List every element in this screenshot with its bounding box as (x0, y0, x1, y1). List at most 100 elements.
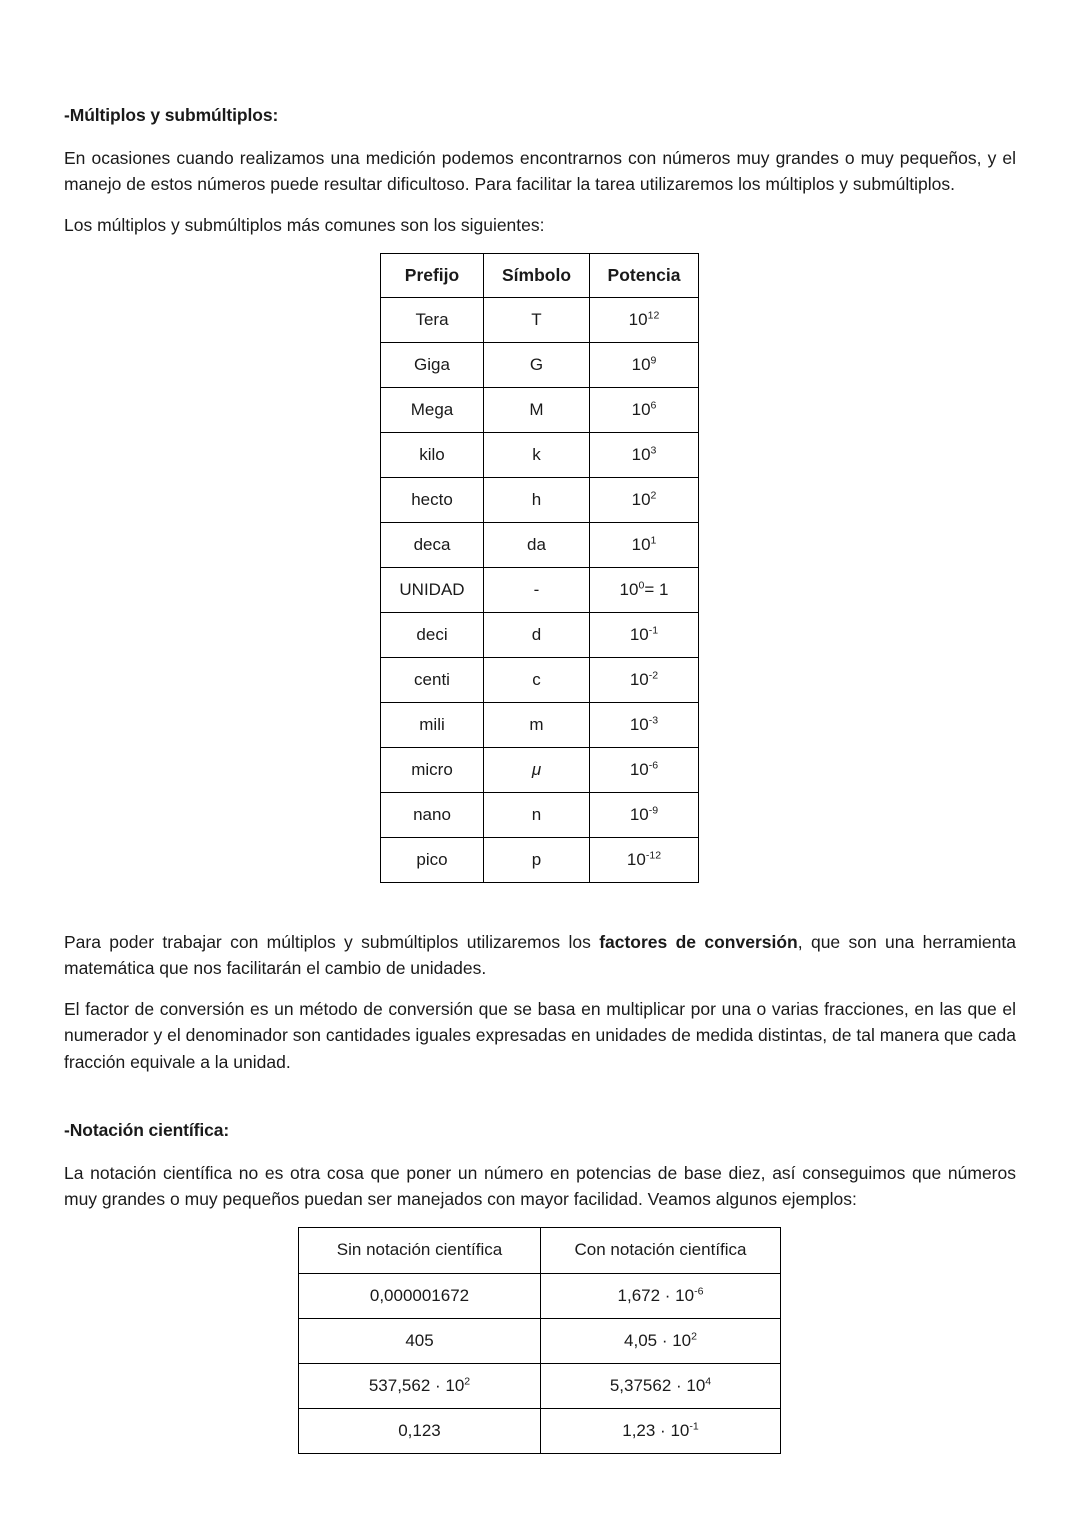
cell-con-notacion: 4,05 · 102 (540, 1317, 781, 1364)
power-exponent: -3 (648, 714, 659, 726)
table-row: kilo k 103 (380, 431, 699, 478)
cell-potencia: 100= 1 (589, 566, 699, 613)
cell-potencia: 10-9 (589, 791, 699, 838)
column-header-potencia: Potencia (589, 252, 699, 298)
value-base: 0,123 (398, 1420, 441, 1440)
cell-prefijo: deca (380, 521, 484, 568)
prefix-table-head: Prefijo Símbolo Potencia (380, 252, 699, 298)
power-exponent: 2 (650, 489, 657, 501)
column-header-sin-notacion: Sin notación científica (298, 1226, 541, 1274)
cell-simbolo: - (483, 566, 590, 613)
cell-simbolo: d (483, 611, 590, 658)
power-exponent: 9 (650, 354, 657, 366)
paragraph-factores-bold: factores de conversión (599, 931, 798, 952)
cell-prefijo: nano (380, 791, 484, 838)
cell-prefijo: micro (380, 746, 484, 793)
power-base: 10 (628, 309, 648, 329)
power-base: 10 (629, 624, 649, 644)
spacer-before-notacion (64, 1090, 1016, 1120)
cell-potencia: 103 (589, 431, 699, 478)
column-header-simbolo: Símbolo (483, 252, 590, 298)
power-base: 10 (619, 579, 639, 599)
prefix-table: Prefijo Símbolo Potencia Tera T 1012 Giga G 1… (380, 252, 699, 883)
paragraph-notacion-cientifica: La notación científica no es otra cosa q… (64, 1162, 1016, 1210)
power-base: 10 (629, 669, 649, 689)
table-row: centi c 10-2 (380, 656, 699, 703)
micro-symbol: μ (531, 759, 542, 779)
cell-simbolo: μ (483, 746, 590, 793)
heading-notacion-cientifica: -Notación científica: (64, 1119, 230, 1140)
value-mantissa: 4,05 · 10 (624, 1330, 692, 1350)
power-exponent: 12 (647, 309, 660, 321)
table-row: Tera T 1012 (380, 296, 699, 343)
value-exponent: -1 (689, 1420, 699, 1433)
cell-simbolo: M (483, 386, 590, 433)
table-row: 0,123 1,23 · 10-1 (298, 1407, 781, 1454)
value-mantissa: 1,672 · 10 (617, 1285, 695, 1305)
value-base: 0,000001672 (369, 1285, 470, 1305)
cell-potencia: 10-2 (589, 656, 699, 703)
power-base: 10 (631, 354, 651, 374)
paragraph-intro-medicion: En ocasiones cuando realizamos una medic… (64, 147, 1016, 195)
value-exponent: 4 (705, 1375, 712, 1388)
value-exponent: 2 (464, 1375, 471, 1388)
cell-prefijo: deci (380, 611, 484, 658)
table-row: hecto h 102 (380, 476, 699, 523)
cell-prefijo: Tera (380, 296, 484, 343)
paragraph-factores-post: , que son una herramienta matemática que… (64, 931, 1016, 979)
table-row: Mega M 106 (380, 386, 699, 433)
cell-sin-notacion: 537,562 · 102 (298, 1362, 541, 1409)
prefix-table-header-row: Prefijo Símbolo Potencia (380, 252, 699, 298)
table-row: 405 4,05 · 102 (298, 1317, 781, 1364)
value-mantissa: 5,37562 · 10 (609, 1375, 706, 1395)
cell-potencia: 106 (589, 386, 699, 433)
table-row: micro μ 10-6 (380, 746, 699, 793)
power-base: 10 (631, 534, 651, 554)
cell-simbolo: T (483, 296, 590, 343)
power-exponent: 1 (650, 534, 657, 546)
cell-simbolo: m (483, 701, 590, 748)
scinot-header-row: Sin notación científica Con notación cien… (298, 1226, 781, 1274)
table-row: UNIDAD -100= 1 (380, 566, 699, 613)
cell-simbolo: n (483, 791, 590, 838)
cell-simbolo: da (483, 521, 590, 568)
cell-prefijo: mili (380, 701, 484, 748)
scientific-notation-table-body: Sin notación científica Con notación cien… (298, 1226, 781, 1454)
power-base: 10 (629, 804, 649, 824)
table-row: mili m 10-3 (380, 701, 699, 748)
table-row: 0,000001672 1,672 · 10-6 (298, 1272, 781, 1319)
column-header-con-notacion: Con notación científica (540, 1226, 781, 1274)
cell-potencia: 102 (589, 476, 699, 523)
value-base: 405 (405, 1330, 434, 1350)
cell-sin-notacion: 405 (298, 1317, 541, 1364)
power-exponent: -12 (645, 849, 662, 861)
cell-prefijo: Mega (380, 386, 484, 433)
table-row: 537,562 · 102 5,37562 · 104 (298, 1362, 781, 1409)
cell-simbolo: G (483, 341, 590, 388)
power-exponent: -1 (648, 624, 659, 636)
table-row: deci d 10-1 (380, 611, 699, 658)
cell-potencia: 10-1 (589, 611, 699, 658)
cell-prefijo: kilo (380, 431, 484, 478)
cell-potencia: 10-12 (589, 836, 699, 883)
power-base: 10 (631, 444, 651, 464)
power-base: 10 (631, 399, 651, 419)
heading-multiplos-submultiplos: -Múltiplos y submúltiplos: (64, 105, 279, 125)
scinot-table-container: Sin notación científica Con notación cien… (64, 1226, 1016, 1454)
scientific-notation-table: Sin notación científica Con notación cien… (298, 1226, 781, 1454)
cell-potencia: 109 (589, 341, 699, 388)
power-base: 10 (629, 714, 649, 734)
power-exponent: -6 (648, 759, 659, 771)
cell-sin-notacion: 0,000001672 (298, 1272, 541, 1319)
value-exponent: 2 (691, 1330, 697, 1343)
value-base: 537,562 · 10 (368, 1375, 465, 1395)
power-exponent: 0 (638, 579, 645, 591)
table-row: nano n 10-9 (380, 791, 699, 838)
cell-prefijo: UNIDAD (380, 566, 484, 613)
cell-simbolo: h (483, 476, 590, 523)
paragraph-lead-in-prefix-table: Los múltiplos y submúltiplos más comunes… (64, 215, 545, 236)
paragraph-factores-conversion: Para poder trabajar con múltiplos y subm… (64, 929, 1016, 982)
cell-con-notacion: 1,23 · 10-1 (540, 1407, 781, 1454)
cell-con-notacion: 5,37562 · 104 (540, 1362, 781, 1409)
